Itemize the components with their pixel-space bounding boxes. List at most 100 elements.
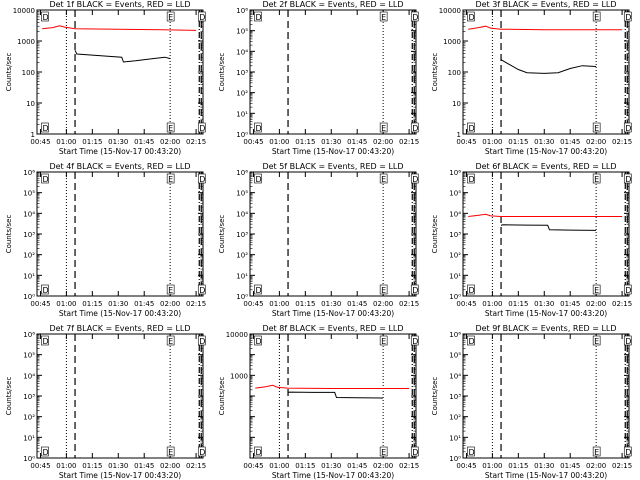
marker-label-box: [467, 173, 475, 184]
x-tick-label: 01:30: [321, 300, 341, 308]
panel-title: Det 1f BLACK = Events, RED = LLD: [49, 0, 190, 9]
x-tick-label: 00:45: [30, 462, 50, 470]
x-tick-label: 02:00: [586, 462, 606, 470]
marker-label: E: [381, 448, 386, 457]
y-tick-label: 10³: [449, 393, 461, 401]
marker-label: E: [594, 286, 599, 295]
marker-label: E: [594, 175, 599, 184]
plot-frame: [462, 333, 630, 459]
marker-label: D: [625, 286, 631, 295]
marker-label: D: [255, 286, 261, 295]
x-tick-label: 02:00: [373, 462, 393, 470]
marker-label: D: [199, 13, 205, 22]
marker-label-box: [623, 122, 632, 133]
marker-label-box: [379, 446, 388, 457]
y-tick-label: 10¹: [236, 272, 248, 280]
plot-frame: [462, 171, 630, 297]
x-tick-label: 01:15: [82, 300, 102, 308]
marker-label: E: [381, 286, 386, 295]
x-tick-label: 01:30: [108, 138, 128, 146]
x-tick-label: 02:00: [160, 300, 180, 308]
y-tick-label: 10: [26, 100, 35, 108]
plot-frame: [249, 171, 417, 297]
marker-label: E: [168, 448, 173, 457]
x-tick-label: 00:45: [243, 138, 263, 146]
marker-label-box: [592, 284, 601, 295]
y-tick-label: 10⁵: [23, 190, 35, 198]
x-tick-label: 01:15: [508, 300, 528, 308]
x-tick-label: 01:00: [56, 138, 76, 146]
x-tick-label: 01:45: [134, 462, 154, 470]
marker-label-box: [166, 446, 175, 457]
marker-label: D: [412, 448, 418, 457]
y-tick-label: 10³: [449, 231, 461, 239]
marker-label-box: [254, 446, 262, 457]
marker-label-box: [41, 446, 49, 457]
marker-label-box: [254, 335, 262, 346]
y-tick-label: 10⁰: [236, 293, 248, 301]
y-tick-label: 10⁵: [236, 190, 248, 198]
marker-label: D: [412, 124, 418, 133]
y-tick-label: 10⁴: [449, 210, 461, 218]
detector-panel-4: Det 4f BLACK = Events, RED = LLD 10⁰ 10¹ 10…: [5, 162, 206, 318]
marker-label-box: [592, 173, 601, 184]
marker-label-box: [467, 446, 475, 457]
x-tick-label: 00:45: [30, 300, 50, 308]
x-tick-label: 01:45: [560, 138, 580, 146]
marker-label: D: [625, 124, 631, 133]
y-tick-label: 10¹: [449, 434, 461, 442]
marker-label-box: [166, 284, 175, 295]
y-tick-label: 10¹: [23, 272, 35, 280]
marker-label: D: [255, 124, 261, 133]
y-tick-label: 10⁰: [23, 455, 35, 463]
panel-title: Det 4f BLACK = Events, RED = LLD: [49, 162, 190, 171]
y-tick-label: 10⁴: [23, 372, 35, 380]
y-tick-label: 10⁶: [23, 331, 35, 339]
marker-label-box: [166, 122, 175, 133]
x-tick-label: 02:15: [399, 300, 419, 308]
marker-label: D: [468, 124, 474, 133]
marker-label: E: [381, 13, 386, 22]
y-tick-label: 10¹: [449, 272, 461, 280]
y-tick-label: 1: [31, 131, 35, 139]
x-tick-label: 01:30: [321, 462, 341, 470]
marker-label-box: [467, 11, 475, 22]
y-axis-label: Counts/sec: [431, 215, 439, 254]
panel-title: Det 3f BLACK = Events, RED = LLD: [475, 0, 616, 9]
x-axis-label: Start Time (15-Nov-17 00:43:20): [59, 147, 181, 156]
x-tick-label: 00:45: [456, 138, 476, 146]
marker-label: D: [468, 448, 474, 457]
detector-panel-7: Det 7f BLACK = Events, RED = LLD 10⁰ 10¹ 10…: [5, 324, 206, 480]
y-tick-label: 10⁶: [449, 331, 461, 339]
y-tick-label: 10²: [23, 252, 35, 260]
marker-label-box: [166, 335, 175, 346]
events-series-line: [287, 391, 384, 399]
marker-label: D: [412, 175, 418, 184]
marker-label: D: [468, 175, 474, 184]
marker-label: D: [42, 286, 48, 295]
plot-frame: [249, 9, 417, 135]
y-tick-label: 100: [22, 69, 35, 77]
y-tick-label: 10²: [236, 90, 248, 98]
detector-panel-1: Det 1f BLACK = Events, RED = LLD 1 10 100 10…: [5, 0, 206, 156]
panel-title: Det 8f BLACK = Events, RED = LLD: [262, 324, 403, 333]
y-tick-label: 10³: [23, 393, 35, 401]
y-tick-label: 10⁰: [23, 293, 35, 301]
marker-label: E: [168, 286, 173, 295]
marker-label-box: [467, 284, 475, 295]
x-axis-label: Start Time (15-Nov-17 00:43:20): [272, 471, 394, 480]
marker-label: E: [594, 13, 599, 22]
y-axis-label: Counts/sec: [218, 53, 226, 92]
y-tick-label: 1: [457, 131, 461, 139]
x-tick-label: 02:00: [160, 462, 180, 470]
x-tick-label: 01:15: [508, 138, 528, 146]
marker-label: D: [625, 175, 631, 184]
marker-label: E: [168, 124, 173, 133]
y-axis-label: Counts/sec: [5, 53, 13, 92]
y-axis-label: Counts/sec: [5, 377, 13, 416]
panel-title: Det 6f BLACK = Events, RED = LLD: [475, 162, 616, 171]
x-tick-label: 01:15: [295, 300, 315, 308]
x-tick-label: 01:15: [82, 462, 102, 470]
x-axis-label: Start Time (15-Nov-17 00:43:20): [59, 309, 181, 318]
panel-title: Det 9f BLACK = Events, RED = LLD: [475, 324, 616, 333]
